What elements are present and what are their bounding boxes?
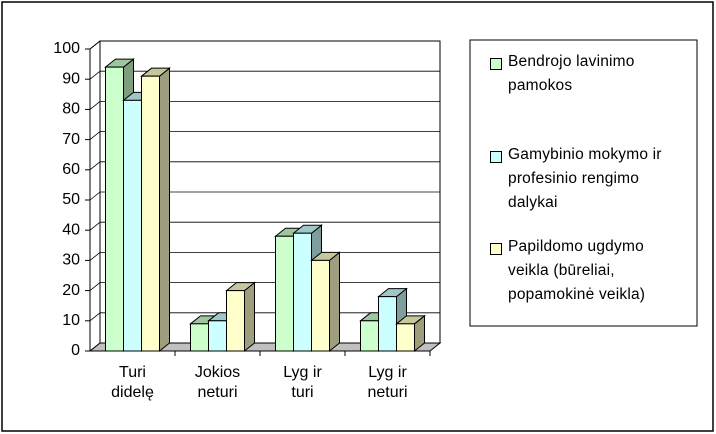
bar	[225, 281, 256, 353]
bar-front	[275, 235, 294, 352]
grid-line-side	[89, 191, 101, 201]
grid-line-side	[89, 312, 101, 322]
bar-side	[329, 251, 340, 353]
bar-front	[141, 75, 160, 352]
bar	[140, 67, 171, 353]
y-tick-label: 70	[62, 131, 80, 148]
x-tick-label: Lyg ir turi	[283, 364, 322, 401]
y-tick-label: 0	[71, 342, 80, 359]
bar-front	[360, 320, 379, 352]
x-tick-label: Lyg ir neturi	[367, 364, 408, 401]
y-tick-label: 50	[62, 191, 80, 208]
bar-front	[105, 66, 124, 352]
legend-label: Gamybinio mokymo ir profesinio rengimo d…	[508, 146, 662, 211]
grid-line-side	[89, 161, 101, 171]
grid-line-side	[89, 221, 101, 231]
bar	[310, 251, 341, 353]
bar-front	[123, 99, 142, 352]
bar-front	[378, 296, 397, 352]
bar-side	[159, 67, 170, 353]
x-tick-label: Turi didelę	[111, 364, 154, 401]
y-tick-label: 80	[62, 101, 80, 118]
bar-front	[208, 320, 227, 352]
y-tick-label: 100	[53, 40, 80, 57]
bar-front	[226, 290, 245, 352]
grid-line-side	[89, 131, 101, 140]
legend-swatch	[490, 243, 502, 255]
legend-box	[469, 39, 698, 327]
y-tick-label: 90	[62, 70, 80, 87]
grid-line-side	[89, 101, 101, 110]
bar-front	[190, 323, 209, 352]
bar-front	[311, 259, 330, 352]
grid-line-side	[89, 282, 101, 291]
bar-front	[396, 323, 415, 352]
legend-swatch	[490, 151, 502, 163]
y-tick-label: 10	[62, 312, 80, 329]
y-tick-label: 40	[62, 221, 80, 238]
y-axis-back	[89, 40, 101, 50]
bar-front	[293, 232, 312, 352]
bar-side	[244, 281, 255, 353]
grid-line-side	[89, 342, 101, 352]
grid-line-side	[89, 70, 101, 80]
legend-label: Papildomo ugdymo veikla (būreliai, popam…	[508, 238, 646, 303]
y-tick-label: 20	[62, 282, 80, 299]
legend-label: Bendrojo lavinimo pamokos	[508, 53, 635, 94]
y-tick-label: 30	[62, 252, 80, 269]
grid-line-side	[89, 252, 101, 261]
bar	[395, 314, 426, 353]
x-tick-label: Jokios neturi	[194, 364, 241, 401]
y-tick-label: 60	[62, 161, 80, 178]
legend-swatch	[490, 58, 502, 70]
